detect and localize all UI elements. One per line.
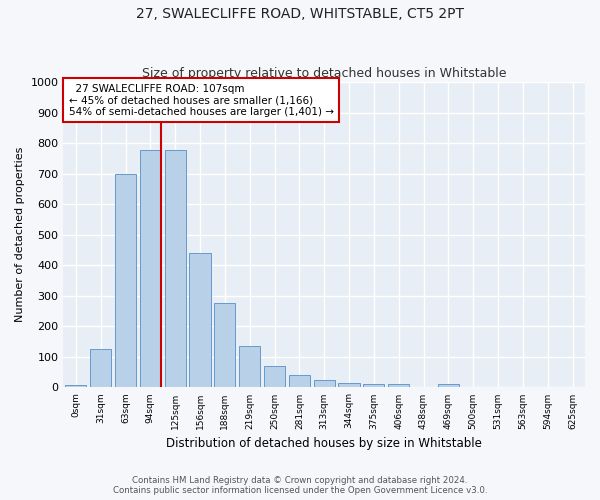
Bar [90,348,111,388]
Text: 27, SWALECLIFFE ROAD, WHITSTABLE, CT5 2PT: 27, SWALECLIFFE ROAD, WHITSTABLE, CT5 2P… [136,8,464,22]
Bar [140,150,161,388]
Bar [214,304,235,388]
Bar [115,174,136,388]
Bar [338,384,359,388]
Y-axis label: Number of detached properties: Number of detached properties [15,147,25,322]
Bar [388,384,409,388]
Bar [239,346,260,388]
Text: 27 SWALECLIFFE ROAD: 107sqm
← 45% of detached houses are smaller (1,166)
54% of : 27 SWALECLIFFE ROAD: 107sqm ← 45% of det… [68,84,334,117]
Bar [264,366,285,388]
Bar [190,253,211,388]
Bar [438,384,459,388]
Bar [65,385,86,388]
Bar [364,384,385,388]
Text: Contains HM Land Registry data © Crown copyright and database right 2024.
Contai: Contains HM Land Registry data © Crown c… [113,476,487,495]
Title: Size of property relative to detached houses in Whitstable: Size of property relative to detached ho… [142,66,506,80]
Bar [289,375,310,388]
Bar [164,150,186,388]
Bar [314,380,335,388]
X-axis label: Distribution of detached houses by size in Whitstable: Distribution of detached houses by size … [166,437,482,450]
